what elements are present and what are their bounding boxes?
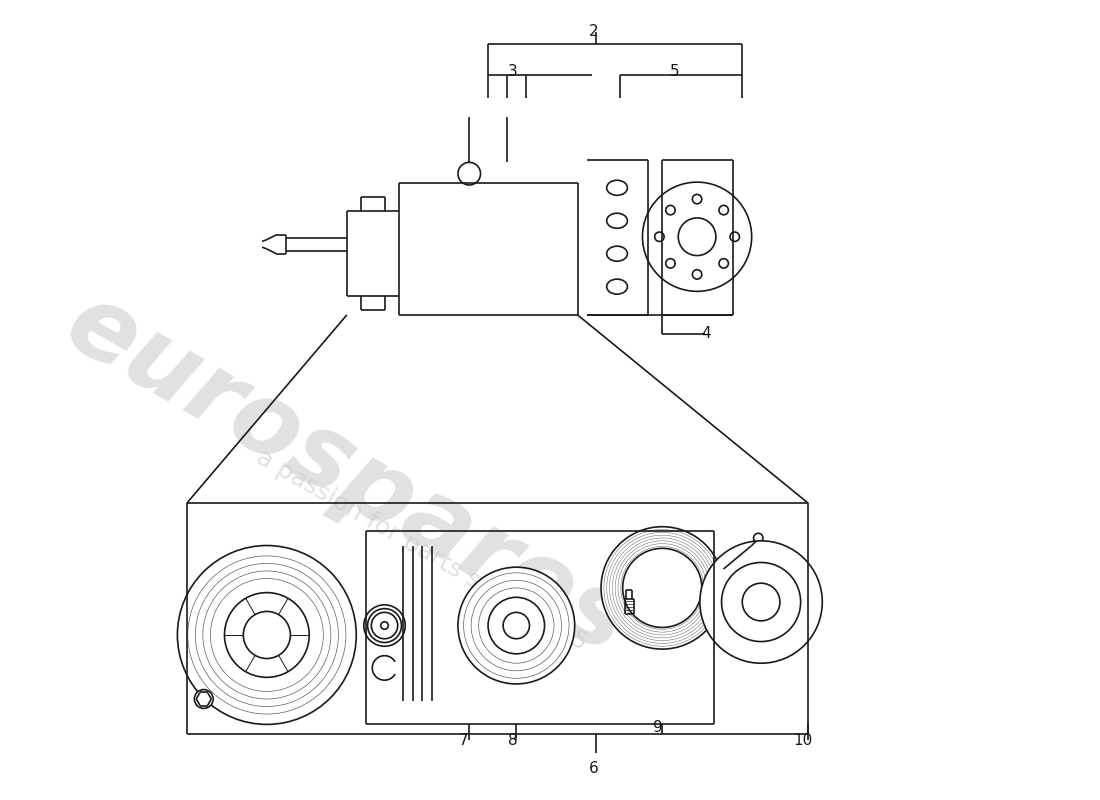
Circle shape <box>243 611 290 658</box>
Circle shape <box>666 258 675 268</box>
Circle shape <box>381 622 388 630</box>
Circle shape <box>458 567 574 684</box>
Text: 6: 6 <box>588 761 598 776</box>
Circle shape <box>364 605 405 646</box>
Circle shape <box>719 258 728 268</box>
Circle shape <box>458 162 481 185</box>
Circle shape <box>377 618 392 633</box>
Circle shape <box>719 206 728 215</box>
Circle shape <box>642 182 751 291</box>
Ellipse shape <box>607 180 627 195</box>
Circle shape <box>367 609 402 642</box>
Circle shape <box>692 194 702 204</box>
Ellipse shape <box>607 279 627 294</box>
Text: 10: 10 <box>793 733 812 748</box>
Ellipse shape <box>607 214 627 228</box>
Text: 2: 2 <box>588 24 598 39</box>
Text: 5: 5 <box>670 65 680 79</box>
Circle shape <box>742 583 780 621</box>
Circle shape <box>700 541 823 663</box>
Circle shape <box>754 534 763 542</box>
Circle shape <box>503 612 529 638</box>
Circle shape <box>666 206 675 215</box>
Text: eurospares: eurospares <box>48 274 645 675</box>
Circle shape <box>373 614 396 637</box>
Circle shape <box>692 270 702 279</box>
Circle shape <box>601 526 724 649</box>
Text: 9: 9 <box>652 720 662 734</box>
Circle shape <box>623 548 702 627</box>
Text: 4: 4 <box>702 326 712 342</box>
Circle shape <box>177 546 356 725</box>
Circle shape <box>679 218 716 255</box>
Circle shape <box>722 562 801 642</box>
Ellipse shape <box>607 246 627 262</box>
Text: a passion for parts since 1985: a passion for parts since 1985 <box>252 446 592 655</box>
Circle shape <box>730 232 739 242</box>
Text: 3: 3 <box>508 65 517 79</box>
Circle shape <box>488 598 544 654</box>
Text: 7: 7 <box>459 733 469 748</box>
Circle shape <box>195 690 213 709</box>
Circle shape <box>372 612 398 638</box>
Text: 8: 8 <box>508 733 517 748</box>
Circle shape <box>654 232 664 242</box>
Circle shape <box>224 593 309 678</box>
